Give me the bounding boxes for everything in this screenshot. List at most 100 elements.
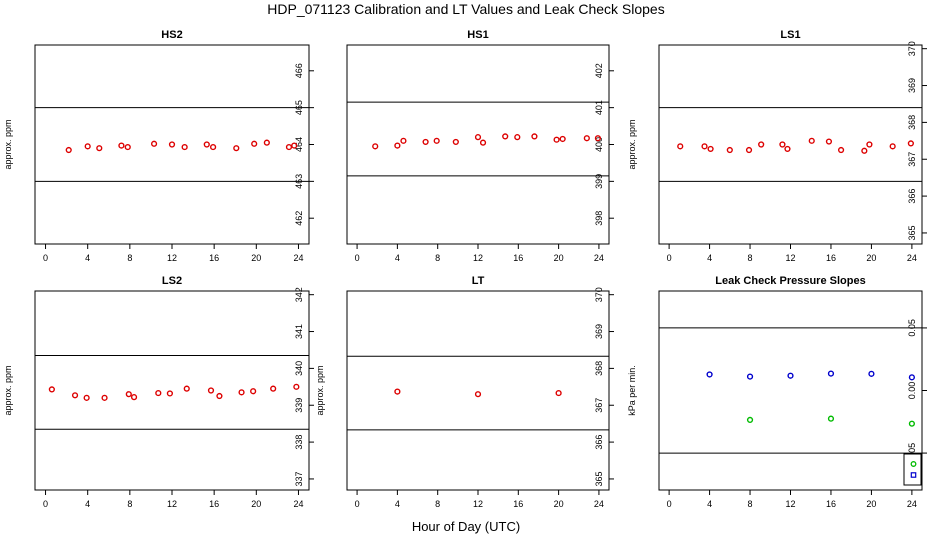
data-point <box>291 142 298 149</box>
x-tick-label: 24 <box>594 499 604 509</box>
legend <box>903 453 922 486</box>
data-point <box>168 141 176 148</box>
y-tick-label: 340 <box>294 361 304 376</box>
data-point <box>474 134 482 141</box>
data-point <box>726 146 733 154</box>
x-tick-label: 12 <box>473 499 483 509</box>
data-point <box>372 143 379 150</box>
y-tick-label: 401 <box>594 100 604 115</box>
x-tick-label: 20 <box>251 499 261 509</box>
panel-title: HS2 <box>161 29 182 41</box>
data-point <box>583 135 590 142</box>
data-point <box>559 135 566 143</box>
x-tick-label: 8 <box>435 253 440 263</box>
x-tick-label: 24 <box>594 253 604 263</box>
data-point <box>48 386 55 393</box>
x-tick-label: 8 <box>748 253 753 263</box>
x-tick-label: 0 <box>667 499 672 509</box>
x-tick-label: 4 <box>707 253 712 263</box>
y-tick-label: 342 <box>294 287 304 302</box>
panel-title: LS1 <box>780 29 800 41</box>
panel-5: LT 0 4 8 12 16 20 24 365 366 367 368 369 370 approx. p… <box>315 275 614 509</box>
y-axis-label: approx. ppm <box>627 119 637 169</box>
y-tick-label: 464 <box>294 137 304 152</box>
y-tick-label: 402 <box>594 63 604 78</box>
data-point <box>746 416 754 424</box>
x-tick-label: 8 <box>127 499 132 509</box>
x-tick-label: 20 <box>866 253 876 263</box>
data-point <box>677 143 684 150</box>
plot-frame <box>658 290 923 491</box>
data-point <box>155 389 162 397</box>
data-point <box>207 387 215 394</box>
panel-3: LS1 0 4 8 12 16 20 24 365 366 367 368 369 370 approx. … <box>627 29 927 263</box>
panel-6: Leak Check Pressure Slopes 0 4 8 12 16 20 24 -0.… <box>627 275 927 509</box>
x-tick-label: 8 <box>127 253 132 263</box>
x-tick-label: 0 <box>43 253 48 263</box>
data-point <box>868 370 875 377</box>
y-tick-label: 368 <box>907 115 917 130</box>
y-tick-label: 462 <box>294 211 304 226</box>
data-point <box>250 388 257 395</box>
y-tick-label: 365 <box>907 225 917 240</box>
panel-title: LT <box>472 275 485 287</box>
y-tick-label: 463 <box>294 174 304 189</box>
data-point <box>210 143 217 151</box>
figure-x-axis-label: Hour of Day (UTC) <box>412 519 520 534</box>
x-tick-label: 20 <box>554 253 564 263</box>
data-point <box>233 145 240 152</box>
x-tick-label: 0 <box>355 499 360 509</box>
data-point <box>263 139 270 146</box>
data-point <box>784 145 791 153</box>
x-tick-label: 20 <box>554 499 564 509</box>
data-point <box>83 394 90 401</box>
data-point <box>808 137 815 144</box>
y-tick-label: -0.05 <box>907 443 917 464</box>
x-tick-label: 4 <box>85 253 90 263</box>
x-tick-label: 0 <box>667 253 672 263</box>
y-axis-label: kPa per min. <box>627 365 637 416</box>
x-tick-label: 12 <box>473 253 483 263</box>
data-point <box>701 143 708 150</box>
x-tick-label: 12 <box>785 499 795 509</box>
data-point <box>706 371 713 378</box>
y-axis-label: approx. ppm <box>3 119 13 169</box>
data-point <box>908 420 915 427</box>
data-point <box>394 142 401 149</box>
panels-container: HS2 0 4 8 12 16 20 24 462 463 464 465 466 approx. ppm… <box>3 29 927 509</box>
data-point <box>293 383 300 390</box>
data-point <box>787 372 794 379</box>
data-point <box>707 145 714 153</box>
data-point <box>452 138 459 146</box>
x-tick-label: 8 <box>435 499 440 509</box>
x-tick-label: 0 <box>355 253 360 263</box>
x-tick-label: 4 <box>395 253 400 263</box>
y-tick-label: 466 <box>294 63 304 78</box>
panel-title: HS1 <box>467 29 488 41</box>
y-tick-label: 400 <box>594 137 604 152</box>
y-tick-label: 370 <box>907 41 917 56</box>
data-point <box>183 385 190 392</box>
y-tick-label: 341 <box>294 324 304 339</box>
data-point <box>84 143 91 150</box>
data-point <box>745 146 753 154</box>
x-tick-label: 24 <box>293 499 303 509</box>
legend-marker <box>910 461 917 467</box>
data-point <box>394 388 401 395</box>
y-tick-label: 367 <box>594 398 604 413</box>
data-point <box>124 143 131 151</box>
panel-title: Leak Check Pressure Slopes <box>715 275 865 287</box>
panel-4: LS2 0 4 8 12 16 20 24 337 338 339 340 341 342 approx. … <box>3 275 314 509</box>
data-point <box>746 373 754 380</box>
x-tick-label: 24 <box>293 253 303 263</box>
y-tick-label: 368 <box>594 361 604 376</box>
y-tick-label: 399 <box>594 174 604 189</box>
y-tick-label: 0.00 <box>907 382 917 400</box>
data-point <box>825 138 833 145</box>
legend-box <box>903 453 922 486</box>
data-point <box>594 135 602 142</box>
plot-frame <box>346 290 610 491</box>
data-point <box>479 139 487 146</box>
y-axis-label: approx. ppm <box>315 365 325 415</box>
plot-frame <box>346 44 610 245</box>
